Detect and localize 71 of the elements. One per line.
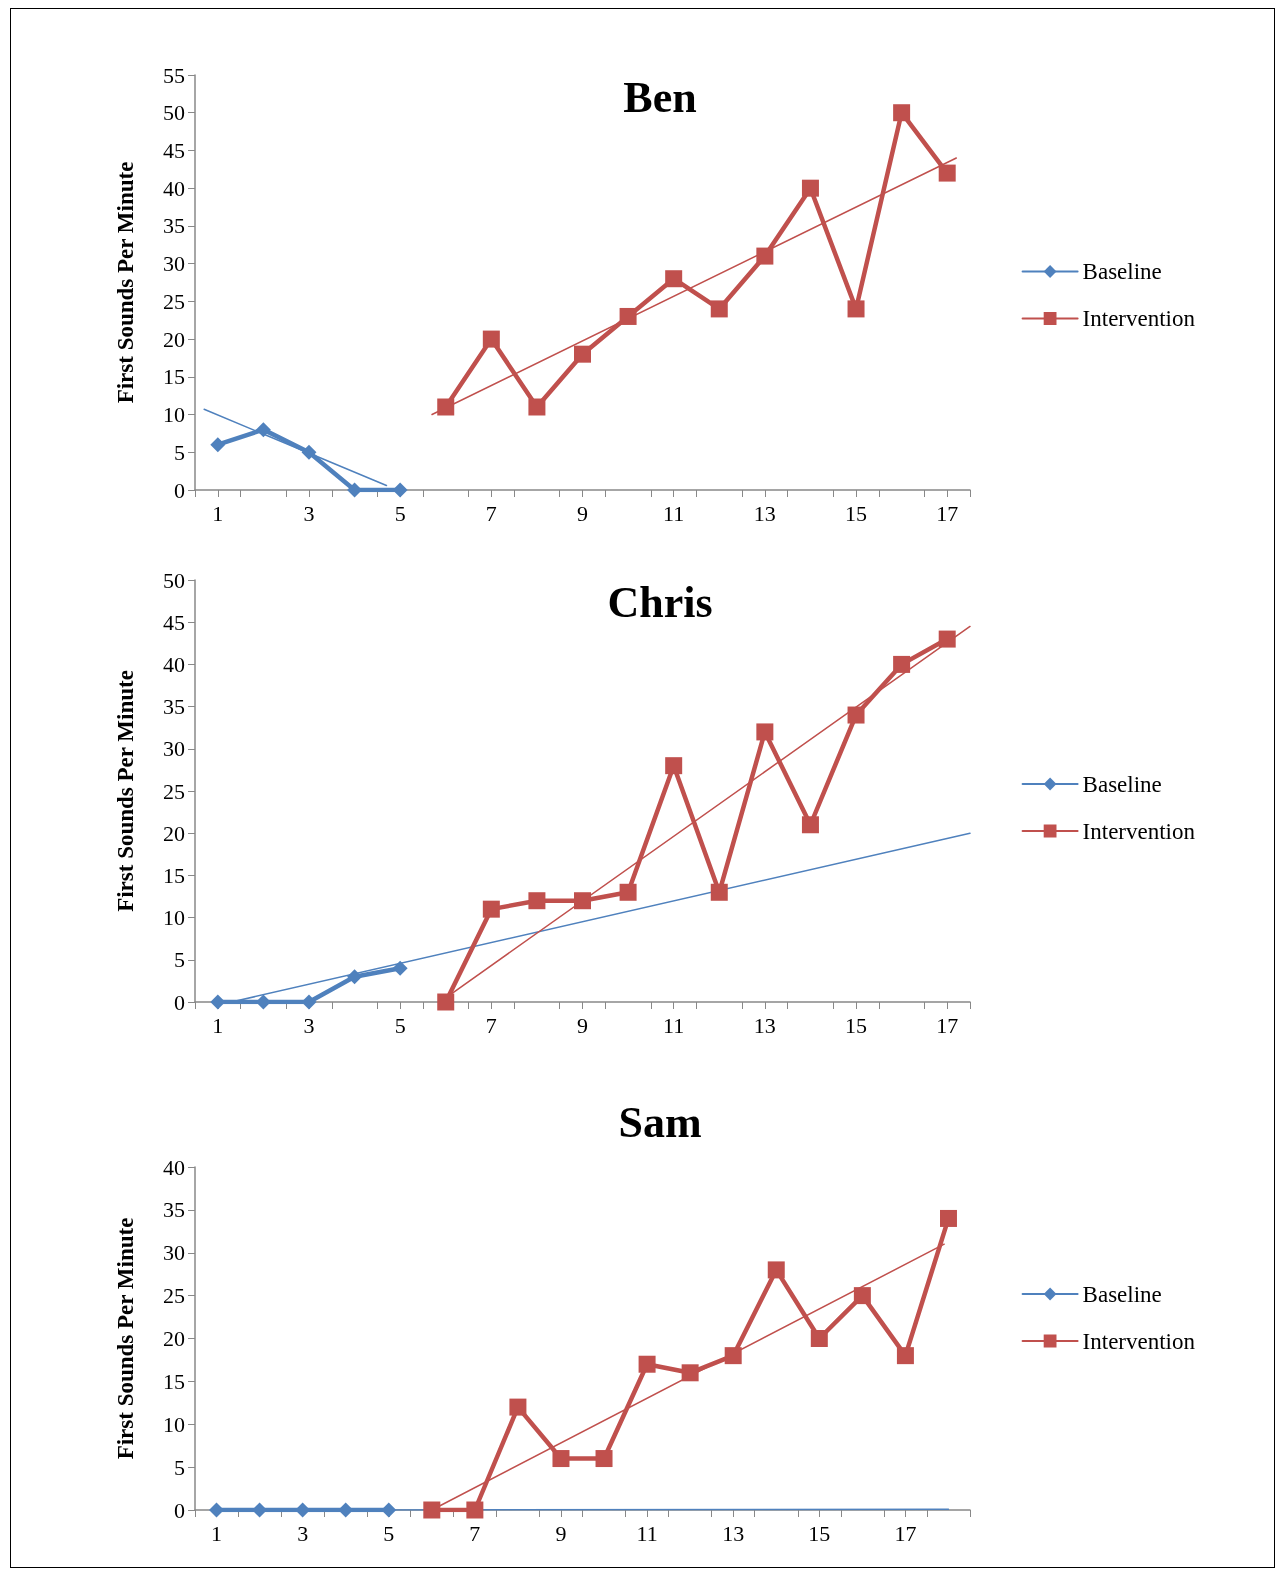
x-tick-label: 11 (636, 1520, 658, 1546)
x-tick-label: 5 (383, 1520, 395, 1546)
y-tick-label: 35 (163, 694, 185, 720)
y-axis-title: First Sounds Per Minute (113, 161, 138, 404)
x-tick-label: 11 (663, 1012, 685, 1038)
x-tick-label: 17 (936, 500, 959, 526)
y-tick-label: 15 (163, 364, 185, 390)
y-tick-label: 25 (163, 778, 185, 804)
y-axis-title: First Sounds Per Minute (113, 670, 138, 912)
x-tick-label: 7 (485, 500, 497, 526)
legend-label: Intervention (1082, 306, 1196, 331)
y-tick-label: 20 (163, 820, 185, 846)
x-tick-label: 1 (211, 1520, 223, 1546)
chart-title: Sam (618, 1097, 702, 1147)
x-tick-label: 3 (303, 500, 315, 526)
legend-label: Baseline (1082, 1281, 1162, 1307)
x-tick-label: 9 (577, 500, 588, 526)
y-tick-label: 45 (163, 137, 185, 163)
y-axis-title: First Sounds Per Minute (113, 1217, 138, 1460)
y-tick-label: 35 (163, 213, 185, 239)
x-tick-label: 9 (555, 1520, 567, 1546)
y-tick-label: 40 (163, 175, 185, 201)
x-tick-label: 15 (845, 500, 868, 526)
y-tick-label: 20 (163, 1326, 185, 1351)
y-tick-label: 10 (163, 1411, 185, 1437)
x-tick-label: 7 (485, 1012, 497, 1038)
y-tick-label: 45 (163, 609, 185, 635)
y-tick-label: 35 (163, 1197, 185, 1223)
x-tick-label: 15 (845, 1012, 868, 1038)
x-tick-label: 13 (753, 1012, 776, 1038)
y-tick-label: 5 (174, 1454, 185, 1480)
y-tick-label: 5 (174, 947, 185, 973)
x-tick-label: 13 (722, 1520, 745, 1546)
chart-title: Chris (607, 577, 713, 627)
legend-label: Intervention (1082, 818, 1196, 844)
y-tick-label: 25 (163, 288, 185, 314)
y-tick-label: 0 (174, 477, 185, 503)
x-tick-label: 13 (753, 500, 776, 526)
x-tick-label: 7 (469, 1520, 481, 1546)
legend-label: Baseline (1082, 259, 1162, 284)
y-tick-label: 10 (163, 402, 185, 428)
y-tick-label: 15 (163, 862, 185, 888)
x-tick-label: 3 (297, 1520, 309, 1546)
y-tick-label: 40 (163, 1154, 185, 1180)
chart-title: Ben (623, 72, 697, 122)
x-tick-label: 17 (894, 1520, 917, 1546)
y-tick-label: 10 (163, 905, 185, 931)
y-tick-label: 5 (174, 439, 185, 465)
y-tick-label: 30 (163, 736, 185, 762)
y-tick-label: 55 (163, 62, 185, 88)
x-tick-label: 9 (577, 1012, 588, 1038)
y-tick-label: 50 (163, 100, 185, 126)
x-tick-label: 1 (212, 500, 224, 526)
x-tick-label: 1 (212, 1012, 224, 1038)
y-tick-label: 0 (174, 1497, 185, 1523)
x-tick-label: 15 (808, 1520, 831, 1546)
legend-label: Baseline (1082, 771, 1162, 797)
y-tick-label: 15 (163, 1368, 185, 1394)
x-tick-label: 5 (394, 1012, 406, 1038)
x-tick-label: 11 (663, 500, 685, 526)
x-tick-label: 5 (394, 500, 406, 526)
y-tick-label: 30 (163, 1240, 185, 1266)
legend-label: Intervention (1082, 1328, 1196, 1354)
y-tick-label: 20 (163, 326, 185, 352)
y-tick-label: 30 (163, 251, 185, 277)
y-tick-label: 40 (163, 651, 185, 677)
x-tick-label: 3 (303, 1012, 315, 1038)
y-tick-label: 0 (174, 989, 185, 1015)
y-tick-label: 25 (163, 1283, 185, 1309)
x-tick-label: 17 (936, 1012, 959, 1038)
y-tick-label: 50 (163, 567, 185, 593)
